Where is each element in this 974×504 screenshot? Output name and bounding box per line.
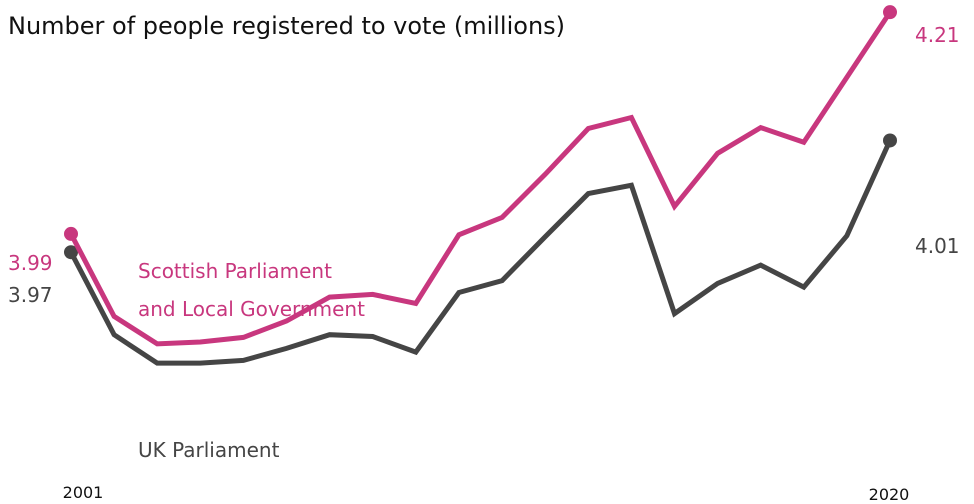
series-line	[68, 139, 893, 366]
data-point	[586, 126, 591, 131]
data-point	[715, 281, 720, 286]
data-point	[543, 234, 548, 239]
data-point	[112, 332, 117, 337]
end-value-label: 4.01	[915, 234, 960, 258]
series-name-label: and Local Government	[138, 297, 365, 321]
data-point	[112, 314, 117, 319]
data-point	[155, 341, 160, 346]
data-point	[241, 358, 246, 363]
series-group: 3.99 4.21 Scottish Parliament and Local Gov…	[8, 5, 960, 347]
data-point	[413, 301, 418, 306]
series-name-label: Scottish Parliament	[138, 259, 332, 283]
series-line	[68, 10, 893, 347]
data-point	[413, 350, 418, 355]
data-point	[715, 151, 720, 156]
data-point	[672, 204, 677, 209]
data-point	[198, 340, 203, 345]
x-tick-label-end: 2020	[869, 485, 910, 504]
data-point	[672, 311, 677, 316]
data-point	[456, 232, 461, 237]
data-point	[500, 278, 505, 283]
data-point	[370, 334, 375, 339]
data-point	[758, 263, 763, 268]
data-point	[844, 233, 849, 238]
data-point	[844, 75, 849, 80]
endpoint-marker	[883, 133, 897, 148]
endpoint-marker	[64, 226, 78, 241]
data-point	[198, 361, 203, 366]
data-point	[586, 191, 591, 196]
endpoint-marker	[883, 5, 897, 20]
series-layer: 3.97 4.01 UK Parliament 3.99 4.21 Scottish Pa…	[8, 5, 960, 462]
data-point	[456, 290, 461, 295]
data-point	[327, 332, 332, 337]
series-name-label: UK Parliament	[138, 438, 280, 462]
data-point	[241, 335, 246, 340]
data-point	[370, 292, 375, 297]
data-point	[155, 361, 160, 366]
chart-title: Number of people registered to vote (mil…	[8, 12, 565, 40]
data-point	[758, 125, 763, 130]
end-value-label: 4.21	[915, 23, 960, 47]
data-point	[629, 183, 634, 188]
start-value-label: 3.99	[8, 251, 53, 275]
data-point	[500, 215, 505, 220]
start-value-label: 3.97	[8, 283, 53, 307]
x-tick-label-start: 2001	[63, 483, 104, 502]
data-point	[801, 140, 806, 145]
series-group: 3.97 4.01 UK Parliament	[8, 133, 960, 462]
data-point	[629, 115, 634, 120]
data-point	[543, 172, 548, 177]
data-point	[801, 285, 806, 290]
endpoint-marker	[64, 245, 78, 260]
data-point	[284, 346, 289, 351]
